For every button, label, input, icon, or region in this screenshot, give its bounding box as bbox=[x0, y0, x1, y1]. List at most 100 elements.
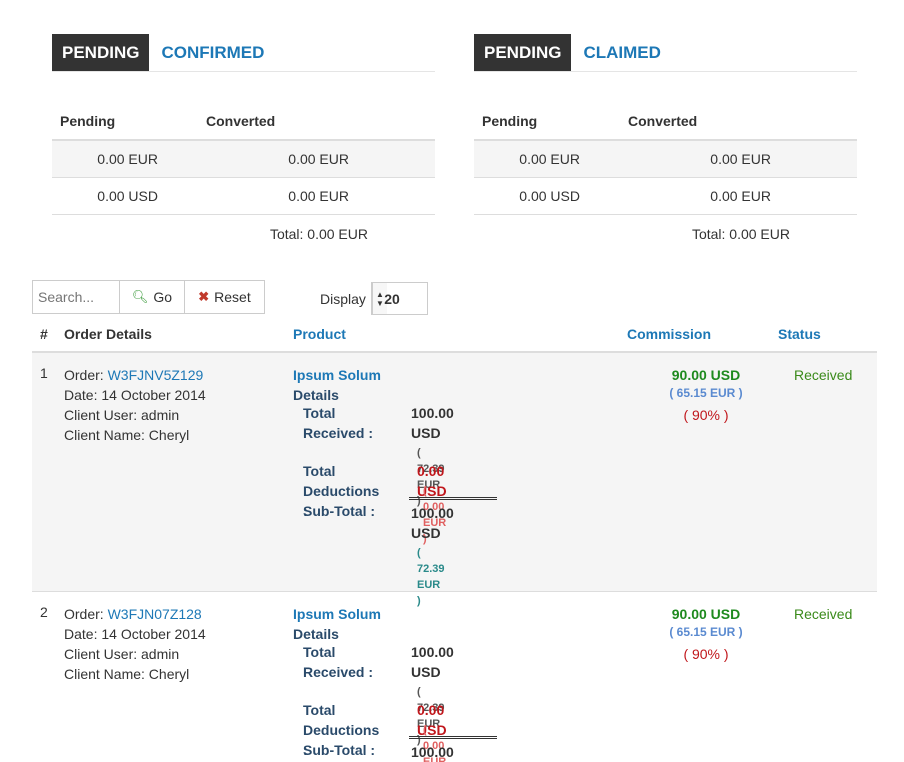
search-toolbar: 🔍︎ Go ✖ Reset bbox=[32, 280, 265, 314]
row-number: 2 bbox=[40, 604, 48, 620]
header-converted: Converted bbox=[628, 113, 698, 129]
commission-percent: ( 90% ) bbox=[683, 407, 729, 423]
summary-total: Total: 0.00 EUR bbox=[474, 215, 857, 253]
converted-value: 0.00 EUR bbox=[710, 151, 771, 167]
search-input[interactable] bbox=[32, 280, 120, 314]
col-status[interactable]: Status bbox=[778, 326, 821, 342]
deductions-label: Deductions : bbox=[303, 722, 380, 758]
total-received-label: Total Received : bbox=[303, 405, 374, 441]
details-label: Details bbox=[293, 387, 339, 403]
col-num: # bbox=[40, 326, 48, 342]
subtotal-amount: 100.00 bbox=[411, 505, 454, 521]
status-badge: Received bbox=[794, 367, 853, 383]
deductions-label-total: Total bbox=[303, 702, 336, 718]
product-name-link[interactable]: Ipsum Solum bbox=[293, 367, 381, 383]
reset-button[interactable]: ✖ Reset bbox=[184, 280, 265, 314]
summary-header: Pending Converted bbox=[52, 113, 435, 141]
pending-claimed-panel: PENDING CLAIMED Pending Converted 0.00 E… bbox=[474, 34, 857, 253]
total-received-amount: 100.00 bbox=[411, 644, 454, 660]
client-user: Client User: admin bbox=[64, 407, 180, 423]
order-id-link[interactable]: W3FJNV5Z129 bbox=[107, 367, 204, 383]
summary-total: Total: 0.00 EUR bbox=[52, 215, 435, 253]
deductions-label: Deductions : bbox=[303, 483, 380, 519]
tab-claimed[interactable]: CLAIMED bbox=[583, 42, 661, 62]
subtotal-amount: 100.00 bbox=[411, 744, 454, 760]
pending-value: 0.00 USD bbox=[97, 188, 158, 204]
summary-row: 0.00 EUR 0.00 EUR bbox=[52, 141, 435, 178]
summary-row: 0.00 USD 0.00 EUR bbox=[52, 178, 435, 215]
tab-confirmed[interactable]: CONFIRMED bbox=[161, 42, 265, 62]
summary-header: Pending Converted bbox=[474, 113, 857, 141]
display-count-select[interactable]: 20 ▲ ▼ bbox=[371, 282, 428, 315]
pending-value: 0.00 EUR bbox=[519, 151, 580, 167]
client-name: Client Name: Cheryl bbox=[64, 666, 190, 682]
col-order-details: Order Details bbox=[64, 326, 152, 342]
commission-usd: 90.00 USD bbox=[671, 606, 741, 622]
tab-pending[interactable]: PENDING bbox=[474, 34, 572, 71]
total-received-label: Total Received : bbox=[303, 644, 374, 680]
close-icon: ✖ bbox=[198, 289, 210, 304]
total-value: Total: 0.00 EUR bbox=[691, 226, 790, 242]
total-received-currency: USD bbox=[411, 664, 441, 680]
go-label: Go bbox=[153, 289, 173, 305]
pending-value: 0.00 EUR bbox=[97, 151, 158, 167]
commission-cell: 90.00 USD ( 65.15 EUR ) ( 90% ) bbox=[640, 604, 772, 668]
deductions-eur: ( 0.00 EUR ) bbox=[423, 724, 447, 762]
summary-row: 0.00 USD 0.00 EUR bbox=[474, 178, 857, 215]
header-pending: Pending bbox=[482, 113, 538, 129]
pending-confirmed-panel: PENDING CONFIRMED Pending Converted 0.00… bbox=[52, 34, 435, 253]
table-row: 1 Order: W3FJNV5Z129 Date: 14 October 20… bbox=[32, 353, 877, 607]
display-count-value: 20 bbox=[384, 290, 400, 307]
panel-tabs: PENDING CLAIMED bbox=[474, 34, 857, 72]
commission-eur: ( 65.15 EUR ) bbox=[669, 625, 743, 639]
caret-icon: ▲ ▼ bbox=[372, 283, 387, 314]
commission-eur: ( 65.15 EUR ) bbox=[669, 386, 743, 400]
total-received-eur: ( 72.39 EUR ) bbox=[417, 447, 445, 507]
client-name: Client Name: Cheryl bbox=[64, 427, 190, 443]
deductions-usd: 0.00 USD bbox=[417, 702, 447, 738]
display-label: Display bbox=[320, 291, 366, 307]
converted-value: 0.00 EUR bbox=[288, 188, 349, 204]
total-received-eur: ( 72.39 EUR ) bbox=[417, 686, 445, 746]
converted-value: 0.00 EUR bbox=[710, 188, 771, 204]
search-icon: 🔍︎ bbox=[131, 289, 149, 304]
product-name-link[interactable]: Ipsum Solum bbox=[293, 606, 381, 622]
deductions-label-total: Total bbox=[303, 463, 336, 479]
reset-label: Reset bbox=[214, 289, 251, 305]
product-cell: Ipsum Solum Details Total Received : 100… bbox=[293, 365, 497, 607]
order-date: Date: 14 October 2014 bbox=[64, 387, 206, 403]
header-pending: Pending bbox=[60, 113, 116, 129]
commission-percent: ( 90% ) bbox=[683, 646, 729, 662]
details-label: Details bbox=[293, 626, 339, 642]
order-details: Order: W3FJNV5Z129 Date: 14 October 2014… bbox=[64, 365, 206, 445]
order-id-link[interactable]: W3FJN07Z128 bbox=[107, 606, 202, 622]
orders-table-header: # Order Details Product Commission Statu… bbox=[32, 320, 877, 353]
total-received-amount: 100.00 bbox=[411, 405, 454, 421]
table-row: 2 Order: W3FJN07Z128 Date: 14 October 20… bbox=[32, 592, 877, 762]
commission-usd: 90.00 USD bbox=[671, 367, 741, 383]
col-commission[interactable]: Commission bbox=[627, 326, 712, 342]
order-label: Order: bbox=[64, 606, 104, 622]
pending-value: 0.00 USD bbox=[519, 188, 580, 204]
commission-cell: 90.00 USD ( 65.15 EUR ) ( 90% ) bbox=[640, 365, 772, 429]
deductions-eur: ( 0.00 EUR ) bbox=[423, 485, 447, 545]
subtotal-eur: ( 72.39 EUR ) bbox=[417, 547, 445, 607]
tab-pending[interactable]: PENDING bbox=[52, 34, 150, 71]
subtotal-currency: USD bbox=[411, 525, 441, 541]
panel-tabs: PENDING CONFIRMED bbox=[52, 34, 435, 72]
order-details: Order: W3FJN07Z128 Date: 14 October 2014… bbox=[64, 604, 206, 684]
total-received-currency: USD bbox=[411, 425, 441, 441]
col-product[interactable]: Product bbox=[293, 326, 346, 342]
order-date: Date: 14 October 2014 bbox=[64, 626, 206, 642]
go-button[interactable]: 🔍︎ Go bbox=[119, 280, 185, 314]
subtotal-label: Sub-Total : bbox=[303, 742, 376, 758]
row-number: 1 bbox=[40, 365, 48, 381]
client-user: Client User: admin bbox=[64, 646, 180, 662]
summary-row: 0.00 EUR 0.00 EUR bbox=[474, 141, 857, 178]
header-converted: Converted bbox=[206, 113, 276, 129]
deductions-usd: 0.00 USD bbox=[417, 463, 447, 499]
subtotal-divider bbox=[409, 736, 497, 739]
order-label: Order: bbox=[64, 367, 104, 383]
status-badge: Received bbox=[794, 606, 853, 622]
converted-value: 0.00 EUR bbox=[288, 151, 349, 167]
